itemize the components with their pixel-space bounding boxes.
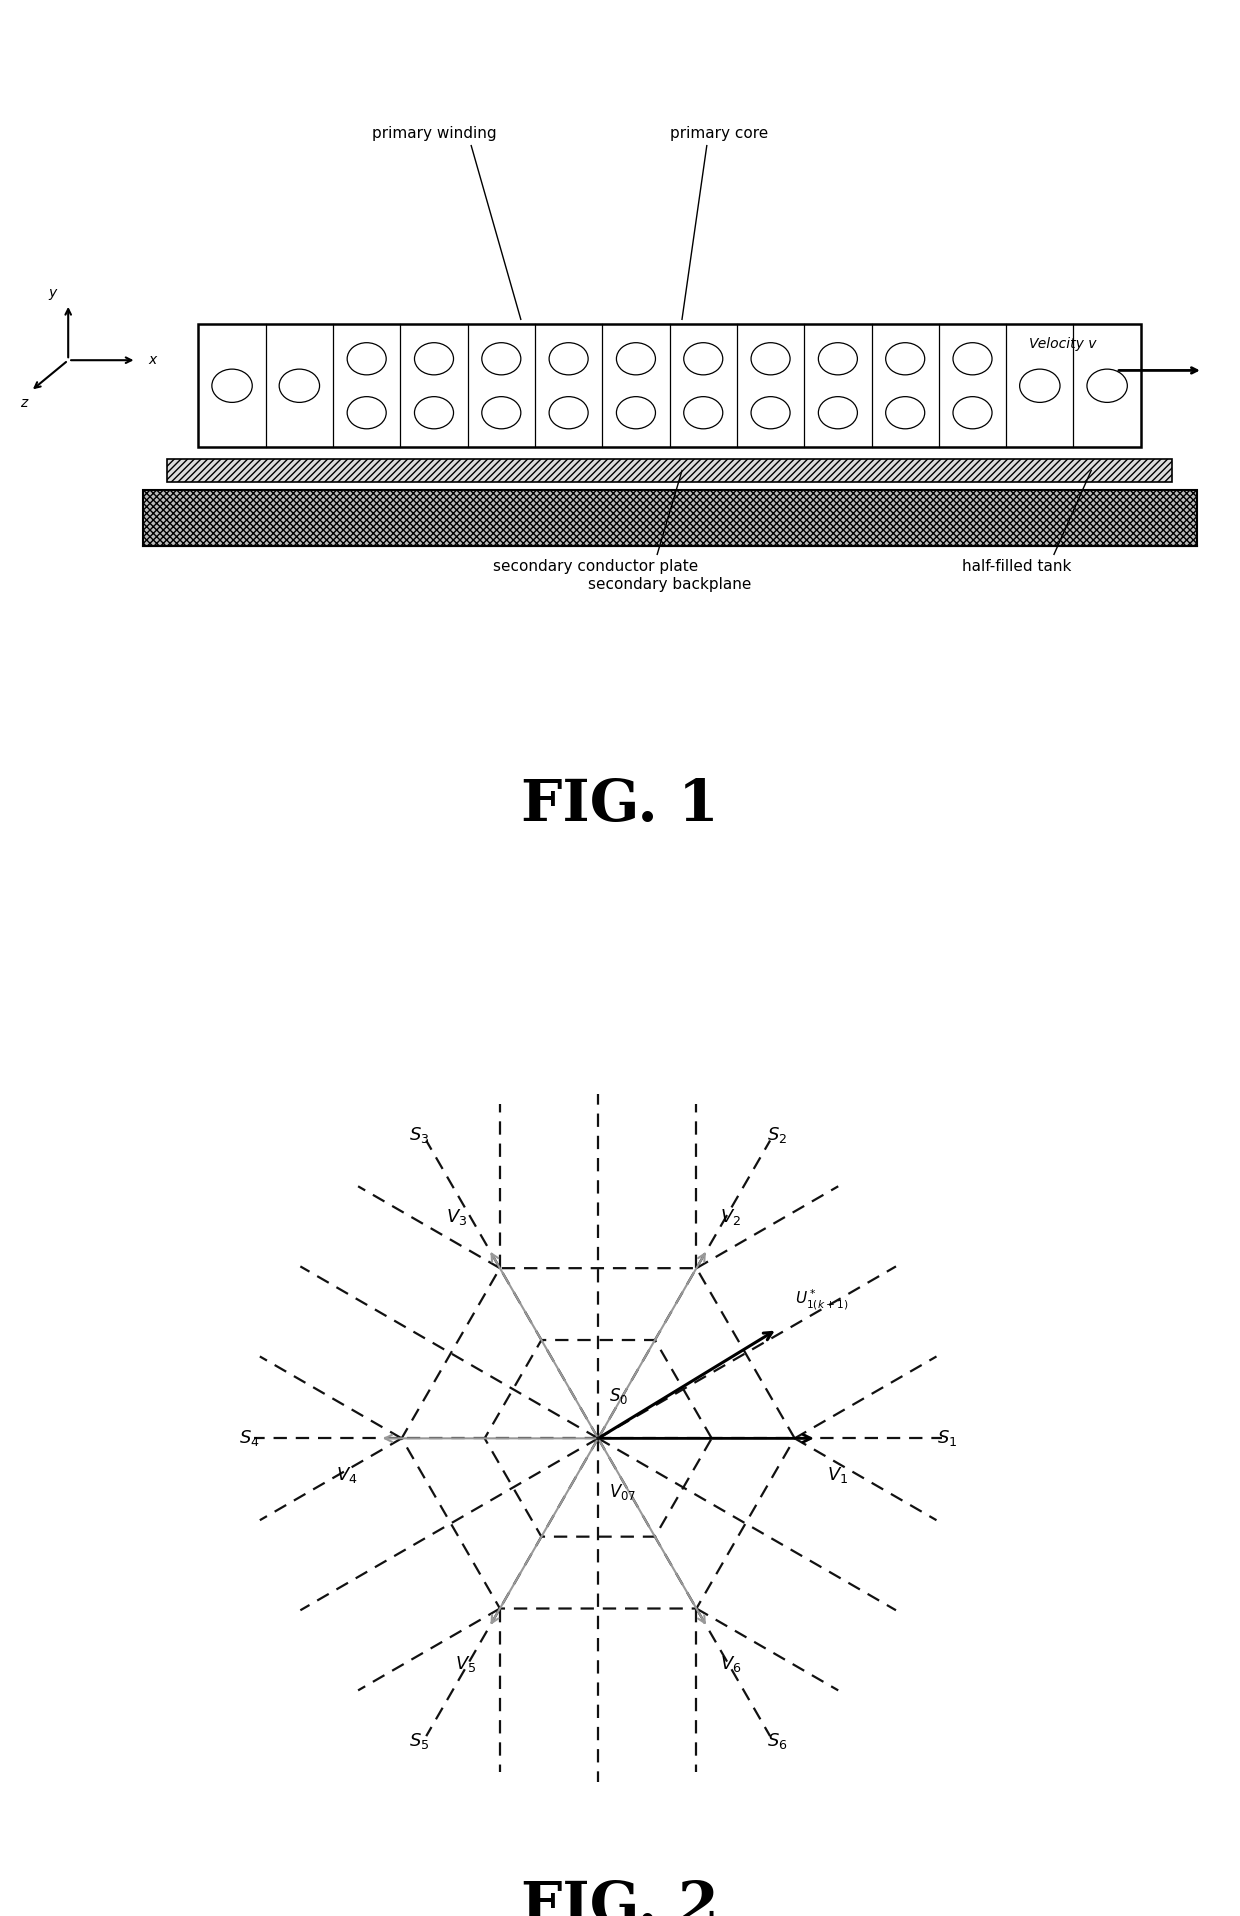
Text: $V_{07}$: $V_{07}$ [609,1481,636,1502]
Text: secondary conductor plate: secondary conductor plate [492,559,698,575]
Text: $V_2$: $V_2$ [720,1207,742,1228]
Text: $V_1$: $V_1$ [827,1466,848,1485]
Text: $S_3$: $S_3$ [408,1125,429,1146]
Text: $V_4$: $V_4$ [336,1466,358,1485]
Bar [143,490,1197,546]
Bar [167,460,1172,481]
Text: $V_3$: $V_3$ [446,1207,467,1228]
Text: $S_1$: $S_1$ [936,1427,957,1448]
Text: FIG. 1: FIG. 1 [521,776,719,833]
Text: z: z [20,397,27,410]
Text: $U^*_{1(k+1)}$: $U^*_{1(k+1)}$ [795,1288,848,1312]
Text: $S_5$: $S_5$ [408,1732,429,1751]
Text: $V_6$: $V_6$ [720,1654,742,1673]
Text: x: x [149,353,157,368]
Bar [198,324,1141,446]
Text: $S_0$: $S_0$ [609,1385,629,1406]
Text: $S_4$: $S_4$ [239,1427,259,1448]
Text: half-filled tank: half-filled tank [962,559,1071,575]
Text: $V_5$: $V_5$ [455,1654,476,1673]
Text: $S_6$: $S_6$ [768,1732,787,1751]
Text: secondary backplane: secondary backplane [588,577,751,592]
Text: FIG. 2: FIG. 2 [521,1880,719,1916]
Text: primary core: primary core [670,126,769,140]
Text: Velocity v: Velocity v [1029,337,1096,351]
Text: primary winding: primary winding [372,126,496,140]
Text: $S_2$: $S_2$ [768,1125,787,1146]
Text: y: y [48,285,56,299]
